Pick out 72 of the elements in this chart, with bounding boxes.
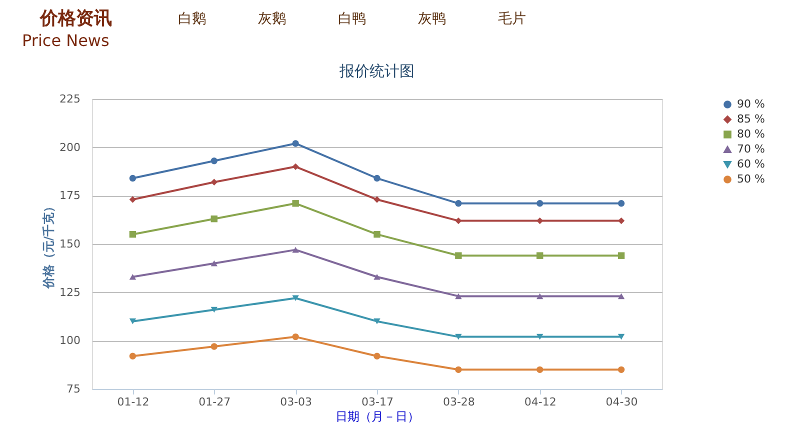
point xyxy=(618,293,625,300)
legend-label: 90 % xyxy=(737,98,765,110)
point xyxy=(129,352,136,360)
point xyxy=(455,293,462,300)
x-axis-title: 日期（月－日） xyxy=(336,410,420,424)
point xyxy=(129,174,136,182)
text: 灰鹅 xyxy=(258,11,286,27)
point xyxy=(292,333,299,340)
point xyxy=(129,230,136,238)
y-tick-label: 200 xyxy=(60,140,80,154)
x-tick-label: 04-30 xyxy=(606,396,638,408)
point xyxy=(374,174,380,182)
point xyxy=(210,216,218,222)
point xyxy=(210,158,218,164)
point xyxy=(536,366,544,374)
text: 白鹅 xyxy=(178,11,206,27)
y-tick-label: 150 xyxy=(60,238,80,250)
y-tick-label: 225 xyxy=(60,92,80,106)
y-tick-label: 75 xyxy=(66,382,80,396)
legend-label: 60 % xyxy=(737,158,765,170)
point xyxy=(455,252,462,259)
point xyxy=(292,246,299,253)
point xyxy=(618,366,625,374)
point xyxy=(129,318,136,324)
point xyxy=(536,293,544,300)
point xyxy=(292,163,299,170)
legend-label: 50 % xyxy=(737,172,765,186)
point xyxy=(292,140,299,147)
point xyxy=(374,196,380,203)
chart-title: 报价统计图 xyxy=(338,62,414,80)
point xyxy=(455,200,462,207)
text: 白鸭 xyxy=(338,11,366,27)
text: 灰鸭 xyxy=(418,11,446,27)
point xyxy=(536,217,544,224)
point xyxy=(210,178,218,186)
point xyxy=(455,217,462,224)
y-axis-title: 价格（元/千克） xyxy=(42,200,56,290)
x-tick-label: 01-12 xyxy=(117,396,150,408)
x-tick-label: 03-28 xyxy=(442,396,475,408)
x-tick-label: 03-17 xyxy=(362,396,394,408)
text: Price News xyxy=(22,31,110,50)
point xyxy=(536,334,544,340)
point xyxy=(618,217,625,224)
x-tick-label: 04-12 xyxy=(524,396,556,408)
point xyxy=(292,295,299,302)
text: 毛片 xyxy=(498,11,526,27)
y-tick-label: 175 xyxy=(60,189,80,202)
legend-label: 85 % xyxy=(737,112,765,126)
point xyxy=(129,196,136,203)
point xyxy=(210,306,218,313)
point xyxy=(210,260,218,266)
y-tick-label: 125 xyxy=(60,286,80,299)
legend-label: 70 % xyxy=(737,142,765,156)
y-tick-label: 100 xyxy=(60,334,80,348)
point xyxy=(129,274,136,280)
point xyxy=(536,200,544,207)
point xyxy=(618,252,625,259)
point xyxy=(374,274,380,280)
legend-label: 80 % xyxy=(737,128,765,140)
point xyxy=(455,366,462,374)
point xyxy=(374,318,380,324)
x-tick-label: 01-27 xyxy=(198,396,231,408)
point xyxy=(210,343,218,350)
x-tick-label: 03-03 xyxy=(280,396,312,408)
point xyxy=(292,200,299,207)
text: 价格资讯 xyxy=(39,8,112,29)
point xyxy=(618,200,625,207)
point xyxy=(374,352,380,360)
point xyxy=(536,252,544,259)
point xyxy=(455,334,462,340)
point xyxy=(618,334,625,340)
point xyxy=(374,230,380,238)
